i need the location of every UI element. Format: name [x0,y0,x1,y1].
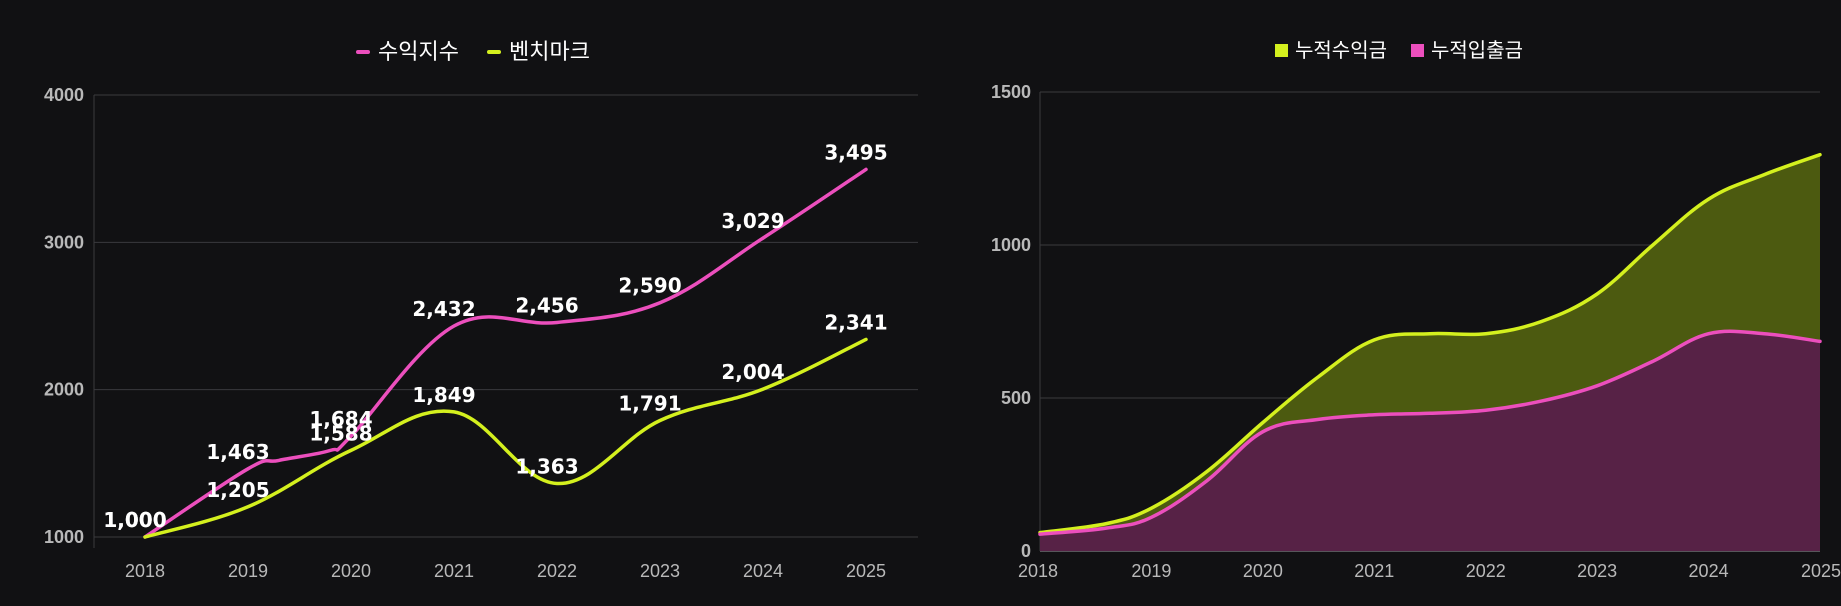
left-x-axis: 2018 2019 2020 2021 2022 2023 2024 2025 [125,561,886,581]
left-data-label: 2,341 [824,310,887,334]
right-x-tick-label: 2020 [1243,561,1283,581]
left-data-label: 1,849 [412,383,475,407]
left-data-label: 1,463 [206,440,269,464]
left-data-label: 1,684 [309,407,372,431]
left-y-tick-label: 2000 [44,380,84,400]
left-x-tick-label: 2023 [640,561,680,581]
right-x-tick-label: 2019 [1131,561,1171,581]
right-x-tick-label: 2025 [1801,561,1841,581]
right-legend[interactable]: 누적수익금 누적입출금 [1275,38,1523,62]
left-y-axis: 1000 2000 3000 4000 [44,85,84,547]
right-legend-swatch-1 [1411,44,1424,57]
left-x-tick-label: 2019 [228,561,268,581]
left-data-label: 1,000 [103,508,166,532]
left-legend-swatch-0 [356,50,370,54]
left-x-tick-label: 2024 [743,561,783,581]
left-gridlines [93,94,918,548]
left-data-label: 3,029 [721,209,784,233]
right-series-line-1 [1038,329,1822,536]
left-data-label: 3,495 [824,140,887,164]
right-y-tick-label: 1000 [991,235,1031,255]
right-y-tick-label: 1500 [991,82,1031,102]
right-x-tick-label: 2023 [1577,561,1617,581]
left-x-tick-label: 2022 [537,561,577,581]
left-data-label: 2,456 [515,293,578,317]
left-data-label: 1,588 [309,421,372,445]
left-y-tick-label: 3000 [44,232,84,252]
left-series-line-0 [143,167,868,539]
right-chart: 누적수익금 누적입출금 0 500 1000 1500 2018 2019 2020 202… [991,38,1841,581]
left-series-line-1 [143,337,868,539]
right-x-tick-label: 2021 [1354,561,1394,581]
left-data-label: 1,791 [618,391,681,415]
left-x-tick-label: 2021 [434,561,474,581]
left-data-label: 1,000 [103,508,166,532]
left-data-label: 2,004 [721,360,784,384]
left-x-tick-label: 2020 [331,561,371,581]
right-x-axis: 2018 2019 2020 2021 2022 2023 2024 2025 [1018,561,1841,581]
left-y-tick-label: 1000 [44,527,84,547]
left-legend-swatch-1 [487,50,501,54]
left-series-lines [143,167,868,539]
right-legend-label-1[interactable]: 누적입출금 [1431,38,1523,62]
left-data-label: 1,205 [206,478,269,502]
right-x-tick-label: 2024 [1689,561,1729,581]
right-series-line-0 [1038,152,1822,535]
left-legend-label-0[interactable]: 수익지수 [378,40,459,65]
left-data-labels: 1,000 1,463 1,684 2,432 2,456 2,590 3,029 3,495… [103,140,887,532]
left-legend-label-1[interactable]: 벤치마크 [509,40,590,65]
right-legend-label-0[interactable]: 누적수익금 [1295,38,1387,62]
right-series-areas [1038,152,1822,551]
left-data-label: 1,363 [515,455,578,479]
left-data-label: 2,590 [618,274,681,298]
left-data-label: 2,432 [412,297,475,321]
right-series-area-1 [1040,331,1820,551]
right-y-tick-label: 500 [1001,388,1031,408]
left-x-tick-label: 2025 [846,561,886,581]
left-legend[interactable]: 수익지수 벤치마크 [356,40,590,65]
left-x-tick-label: 2018 [125,561,165,581]
right-y-axis: 0 500 1000 1500 [991,82,1031,561]
right-x-tick-label: 2022 [1466,561,1506,581]
right-y-tick-label: 0 [1021,541,1031,561]
left-y-tick-label: 4000 [44,85,84,105]
right-legend-swatch-0 [1275,44,1288,57]
right-x-tick-label: 2018 [1018,561,1058,581]
